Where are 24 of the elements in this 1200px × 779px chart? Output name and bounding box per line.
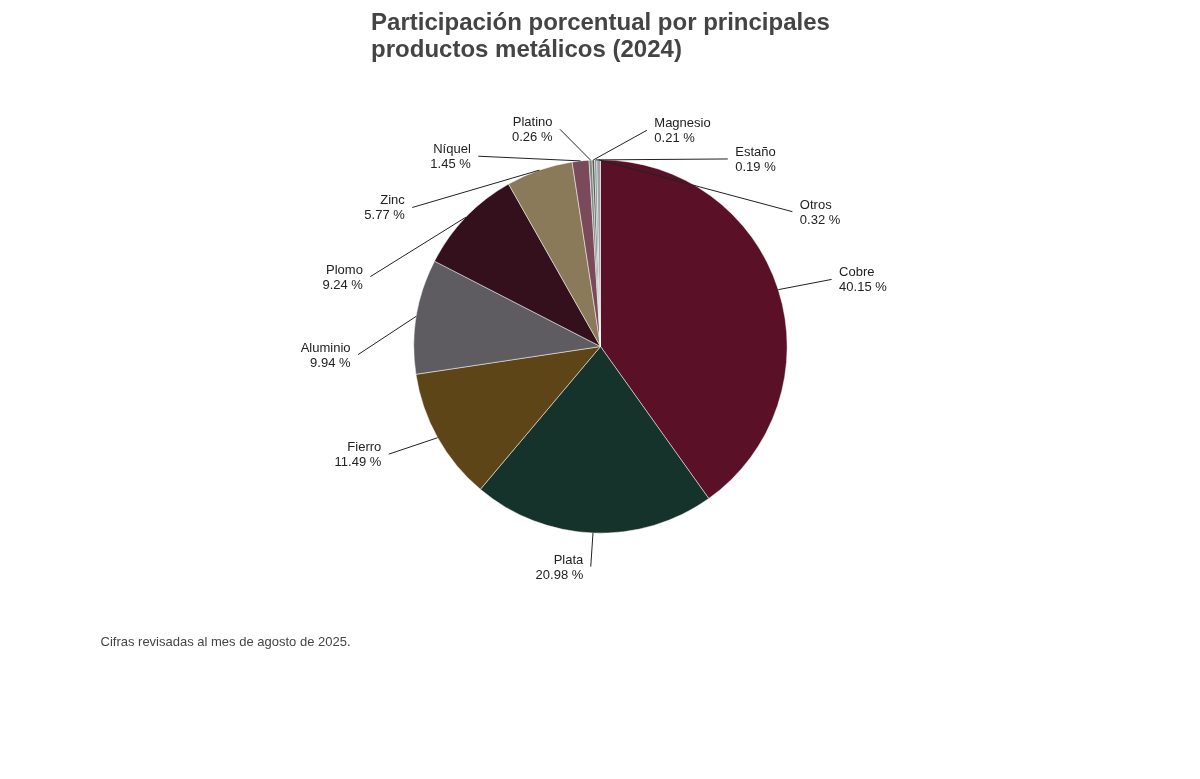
data-label: 40.15 % xyxy=(839,279,888,295)
data-label: 9.94 % xyxy=(310,354,351,370)
data-label: 1.45 % xyxy=(430,156,472,172)
data-label: 5.77 % xyxy=(364,207,406,223)
data-label: 11.49 % xyxy=(334,454,382,470)
slice-label: Níquel xyxy=(433,141,471,157)
slice-label: Magnesio xyxy=(654,115,711,131)
slice-label: Estaño xyxy=(735,143,776,159)
data-label: 0.32 % xyxy=(799,211,841,227)
slice-label: Plomo xyxy=(326,261,363,277)
chart-title: Participación porcentual por principales productos metálicos (2024) xyxy=(371,7,830,62)
text: Cifras revisadas al mes de agosto de 2025. xyxy=(100,633,351,649)
data-label: 0.21 % xyxy=(654,130,696,146)
slice-label: Platino xyxy=(512,114,553,130)
slice-label: Aluminio xyxy=(300,339,351,355)
slice-label: Fierro xyxy=(347,439,382,455)
slice-label: Zinc xyxy=(380,192,406,208)
data-label: 20.98 % xyxy=(535,566,584,582)
data-label: 9.24 % xyxy=(322,276,364,292)
slice-label: Otros xyxy=(799,196,833,212)
data-label: 0.19 % xyxy=(735,158,777,174)
slice-label: Plata xyxy=(553,551,585,567)
data-label: 0.26 % xyxy=(512,129,553,145)
slice-label: Cobre xyxy=(839,264,875,280)
